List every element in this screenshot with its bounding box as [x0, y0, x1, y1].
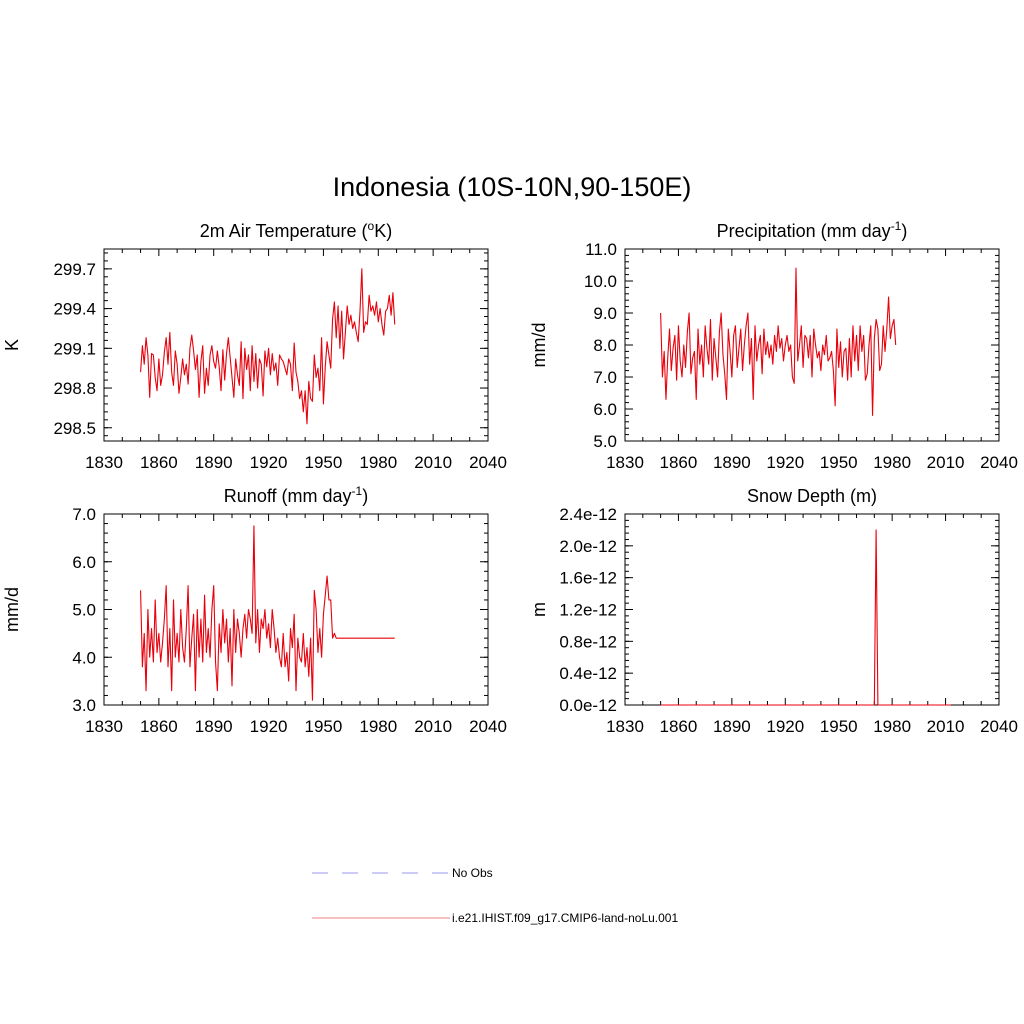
panels: 1830 1860 1890 1920 1950 1980 2010 2040 298.5 298… — [2, 219, 1018, 736]
y-tick-label: 5.0 — [72, 601, 96, 620]
x-tick-label: 1920 — [766, 453, 804, 472]
x-tick-label: 1860 — [140, 453, 178, 472]
y-tick-label: 0.4e-12 — [559, 664, 617, 683]
panel-title-superscript: o — [368, 219, 375, 233]
y-tick-label: 8.0 — [593, 336, 617, 355]
x-tick-label: 1830 — [606, 453, 644, 472]
y-tick-label: 299.1 — [53, 339, 96, 358]
y-tick-label: 298.5 — [53, 419, 96, 438]
series-line-1 — [660, 267, 897, 416]
y-tick-label: 1.2e-12 — [559, 601, 617, 620]
panel-3: 1830 1860 1890 1920 1950 1980 2010 2040 3.0 4.0 5.… — [2, 484, 507, 736]
legend-label-2: i.e21.IHIST.f09_g17.CMIP6-land-noLu.001 — [452, 911, 678, 925]
y-axis-label: mm/d — [2, 587, 22, 632]
y-tick-label: 11.0 — [585, 240, 617, 259]
x-tick-label: 2010 — [414, 717, 452, 736]
plot-frame — [103, 248, 489, 442]
legend-label-1: No Obs — [452, 866, 493, 880]
series-line-1 — [140, 525, 395, 701]
y-tick-label: 9.0 — [593, 304, 617, 323]
x-tick-label: 2040 — [469, 717, 507, 736]
x-tick-label: 1920 — [250, 453, 288, 472]
y-axis-label: K — [2, 339, 22, 351]
x-tick-label: 1950 — [820, 453, 858, 472]
panel-title-main: 2m Air Temperature ( — [200, 221, 368, 241]
y-tick-label: 0.0e-12 — [559, 696, 617, 715]
x-tick-label: 1890 — [713, 453, 751, 472]
y-tick-label: 2.0e-12 — [559, 537, 617, 556]
panel-title-unit: K) — [374, 221, 392, 241]
series-line-1 — [140, 268, 396, 425]
legend: No Obs i.e21.IHIST.f09_g17.CMIP6-land-noL… — [312, 866, 678, 925]
x-tick-label: 1950 — [820, 717, 858, 736]
y-tick-label: 7.0 — [593, 368, 617, 387]
panel-title-main: Runoff (mm day — [224, 486, 352, 506]
x-tick-label: 1980 — [873, 717, 911, 736]
x-tick-label: 2040 — [469, 453, 507, 472]
x-tick-label: 1950 — [305, 453, 343, 472]
y-tick-label: 5.0 — [593, 432, 617, 451]
panel-title: Snow Depth (m) — [747, 486, 877, 506]
y-tick-label: 3.0 — [72, 696, 96, 715]
y-tick-label: 2.4e-12 — [559, 505, 617, 524]
legend-item-2: i.e21.IHIST.f09_g17.CMIP6-land-noLu.001 — [312, 911, 678, 925]
y-tick-label: 6.0 — [72, 553, 96, 572]
x-tick-label: 2040 — [980, 453, 1018, 472]
panel-title-superscript: -1 — [891, 219, 902, 233]
panel-1: 1830 1860 1890 1920 1950 1980 2010 2040 298.5 298… — [2, 219, 507, 472]
y-tick-label: 299.7 — [53, 260, 96, 279]
panel-title-main: Snow Depth (m) — [747, 486, 877, 506]
x-tick-label: 1920 — [766, 717, 804, 736]
x-tick-label: 1830 — [85, 453, 123, 472]
x-tick-label: 1830 — [606, 717, 644, 736]
y-tick-label: 298.8 — [53, 379, 96, 398]
plot-frame — [624, 248, 1000, 442]
panel-title-superscript: -1 — [352, 484, 363, 498]
y-tick-label: 0.8e-12 — [559, 632, 617, 651]
x-tick-label: 2010 — [927, 717, 965, 736]
x-tick-label: 2010 — [927, 453, 965, 472]
x-tick-label: 1830 — [85, 717, 123, 736]
x-tick-label: 1890 — [195, 717, 233, 736]
x-tick-label: 1890 — [195, 453, 233, 472]
x-tick-label: 1860 — [660, 453, 698, 472]
x-tick-label: 1980 — [359, 453, 397, 472]
y-tick-label: 299.4 — [53, 300, 96, 319]
x-tick-label: 1890 — [713, 717, 751, 736]
panel-title: 2m Air Temperature (oK) — [200, 219, 392, 241]
panel-2: 1830 1860 1890 1920 1950 1980 2010 2040 5.0 6.0 7.… — [529, 219, 1018, 472]
y-tick-label: 6.0 — [593, 400, 617, 419]
series-line-1 — [660, 529, 951, 706]
x-tick-label: 1980 — [873, 453, 911, 472]
x-tick-label: 2040 — [980, 717, 1018, 736]
y-axis-label: mm/d — [529, 323, 549, 368]
y-tick-label: 10.0 — [584, 272, 617, 291]
panel-title-unit: ) — [901, 221, 907, 241]
panel-title-unit: ) — [362, 486, 368, 506]
panel-4: 1830 1860 1890 1920 1950 1980 2010 2040 0.0e-12 0… — [529, 486, 1018, 736]
y-tick-label: 1.6e-12 — [559, 569, 617, 588]
x-tick-label: 1980 — [359, 717, 397, 736]
x-tick-label: 2010 — [414, 453, 452, 472]
figure-title: Indonesia (10S-10N,90-150E) — [333, 172, 692, 202]
legend-item-1: No Obs — [312, 866, 493, 880]
x-tick-label: 1950 — [305, 717, 343, 736]
panel-title: Runoff (mm day-1) — [224, 484, 368, 506]
x-tick-label: 1920 — [250, 717, 288, 736]
panel-title-main: Precipitation (mm day — [717, 221, 891, 241]
y-tick-label: 4.0 — [72, 648, 96, 667]
plot-frame — [624, 513, 1000, 706]
panel-title: Precipitation (mm day-1) — [717, 219, 908, 241]
y-tick-label: 7.0 — [72, 505, 96, 524]
y-axis-label: m — [529, 602, 549, 617]
x-tick-label: 1860 — [140, 717, 178, 736]
x-tick-label: 1860 — [660, 717, 698, 736]
